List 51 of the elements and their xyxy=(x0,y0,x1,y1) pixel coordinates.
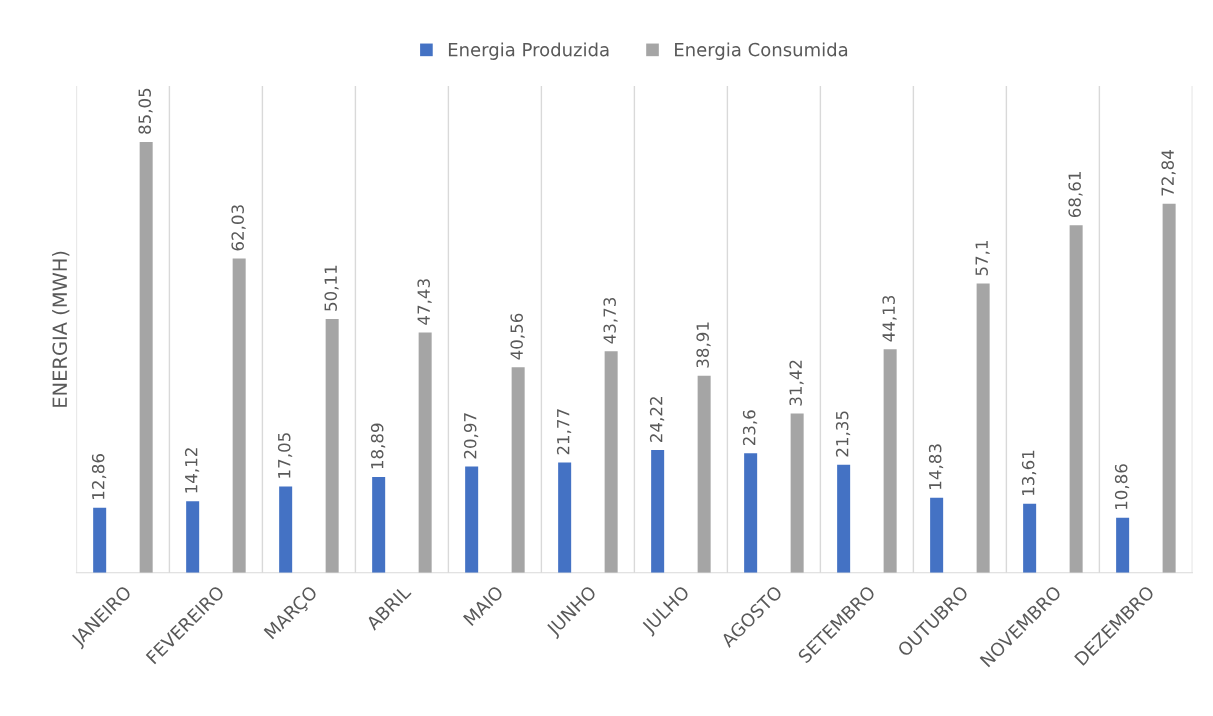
data-label: 21,35 xyxy=(835,411,851,457)
data-label: 50,11 xyxy=(324,265,339,311)
bar xyxy=(279,486,293,573)
bar xyxy=(511,367,525,573)
bar xyxy=(604,351,618,573)
bar xyxy=(930,497,944,573)
data-label: 38,91 xyxy=(696,322,711,368)
bar xyxy=(883,349,897,573)
data-label: 10,86 xyxy=(1114,464,1130,510)
data-label: 24,22 xyxy=(649,397,665,442)
data-label: 47,43 xyxy=(417,279,432,325)
bar xyxy=(651,450,665,573)
bar xyxy=(186,501,200,573)
bar xyxy=(232,258,246,573)
bar xyxy=(790,413,804,573)
bar xyxy=(465,466,479,573)
data-label: 57,1 xyxy=(975,241,990,276)
data-label: 40,56 xyxy=(510,313,525,360)
bar xyxy=(1162,203,1176,573)
legend-label: Energia Produzida xyxy=(448,42,609,60)
bar xyxy=(93,507,107,573)
bar xyxy=(1116,517,1130,573)
data-label: 18,89 xyxy=(370,423,386,469)
data-label: 14,12 xyxy=(184,448,200,493)
y-axis-title: ENERGIA (MWH) xyxy=(52,251,70,407)
bar xyxy=(697,375,711,573)
data-label: 68,61 xyxy=(1068,172,1083,218)
data-label: 43,73 xyxy=(603,297,618,344)
data-label: 20,97 xyxy=(463,413,479,459)
data-label: 85,05 xyxy=(138,88,153,134)
bar xyxy=(558,462,572,573)
bar xyxy=(744,453,758,573)
bar xyxy=(139,141,153,573)
bar xyxy=(1023,503,1037,573)
bar xyxy=(976,283,990,573)
data-label: 17,05 xyxy=(277,433,293,478)
data-label: 62,03 xyxy=(231,205,246,251)
data-label: 72,84 xyxy=(1161,150,1176,196)
data-label: 13,61 xyxy=(1021,450,1037,496)
legend-label: Energia Consumida xyxy=(675,42,848,60)
bar xyxy=(837,464,851,573)
data-label: 23,6 xyxy=(742,410,758,446)
bar xyxy=(372,477,386,573)
data-label: 12,86 xyxy=(91,454,107,499)
data-label: 14,83 xyxy=(928,444,944,489)
data-label: 21,77 xyxy=(556,409,572,455)
bar xyxy=(325,318,339,573)
bar xyxy=(1069,225,1083,573)
data-label: 31,42 xyxy=(789,360,804,406)
data-label: 44,13 xyxy=(882,295,897,342)
bar xyxy=(418,332,432,573)
